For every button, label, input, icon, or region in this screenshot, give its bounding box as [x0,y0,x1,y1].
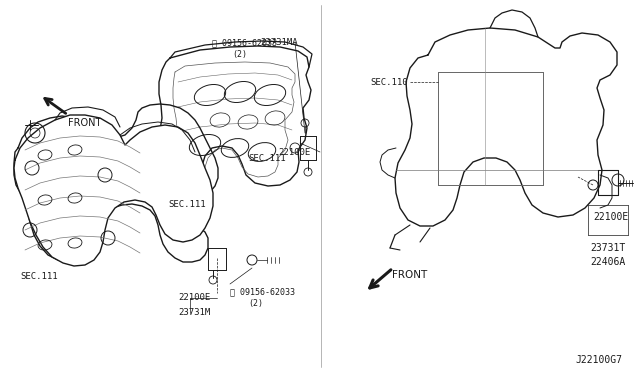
Text: SEC.111: SEC.111 [20,272,58,281]
Text: Ⓑ 09156-62033: Ⓑ 09156-62033 [230,287,295,296]
Text: SEC.111: SEC.111 [168,200,205,209]
Text: SEC.110: SEC.110 [370,78,408,87]
Text: 22406A: 22406A [590,257,625,267]
Text: 22100E: 22100E [278,148,310,157]
Text: FRONT: FRONT [392,270,428,280]
Text: 22100E: 22100E [178,293,211,302]
Text: FRONT: FRONT [68,118,101,128]
Text: 23731MA: 23731MA [260,38,298,47]
Polygon shape [395,28,617,226]
Text: 23731T: 23731T [590,243,625,253]
Text: 23731M: 23731M [178,308,211,317]
Text: (2): (2) [232,50,247,59]
Text: SEC.111: SEC.111 [248,154,285,163]
Text: Ⓑ 09156-62033: Ⓑ 09156-62033 [212,38,277,47]
Polygon shape [14,115,213,266]
Text: (2): (2) [248,299,263,308]
Text: J22100G7: J22100G7 [575,355,622,365]
Text: 22100E: 22100E [593,212,628,222]
